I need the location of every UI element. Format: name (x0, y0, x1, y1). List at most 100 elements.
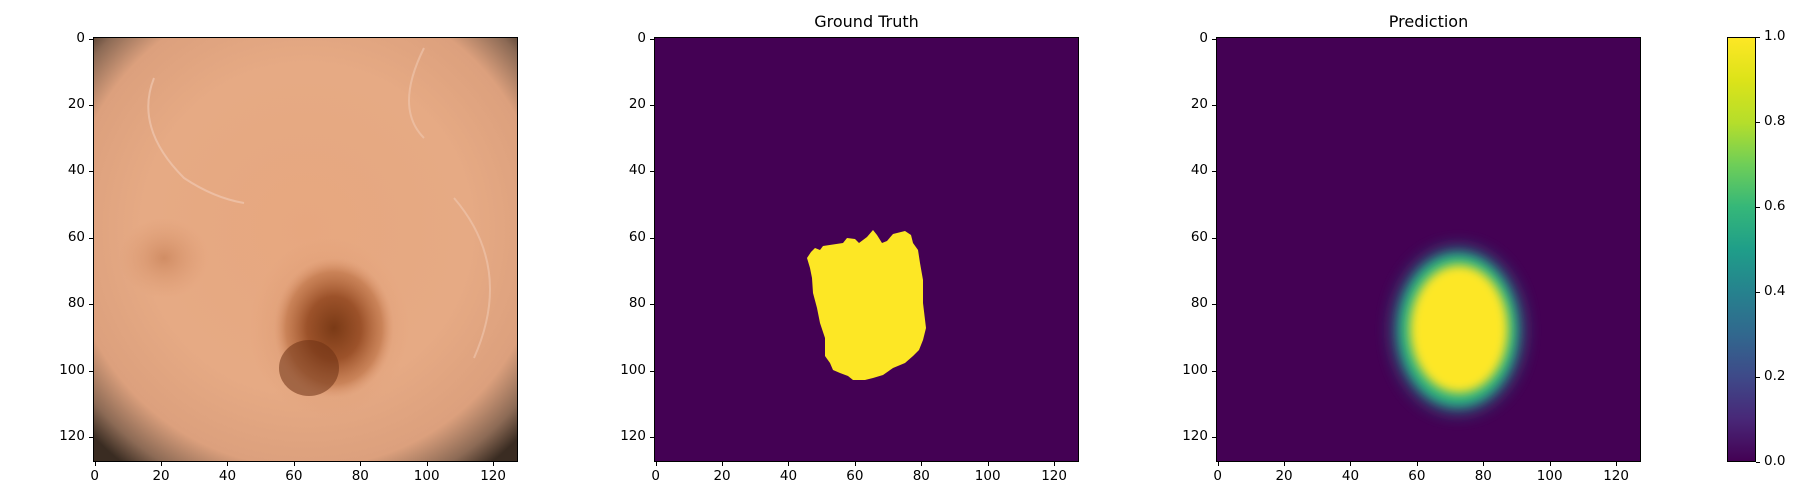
y-tick-mark (650, 171, 654, 173)
ground-truth-mask (807, 230, 926, 380)
x-tick-mark (161, 462, 163, 466)
x-tick-mark (1284, 462, 1286, 466)
colorbar (1727, 37, 1756, 462)
colorbar-tick-label: 1.0 (1764, 28, 1786, 44)
x-tick-label: 0 (90, 468, 99, 484)
x-tick-label: 100 (413, 468, 440, 484)
y-tick-label: 60 (628, 228, 646, 245)
y-tick-mark (89, 38, 93, 40)
y-tick-label: 100 (620, 361, 646, 378)
dermoscopy-image-panel (93, 37, 518, 462)
y-tick-label: 80 (628, 295, 646, 312)
y-tick-mark (1212, 370, 1216, 372)
prediction-title: Prediction (1388, 12, 1469, 31)
y-tick-label: 120 (59, 428, 85, 445)
x-tick-label: 40 (779, 468, 798, 484)
y-tick-mark (89, 370, 93, 372)
x-tick-mark (426, 462, 428, 466)
dermoscopy-image (94, 38, 517, 461)
colorbar-tick-mark (1756, 377, 1760, 378)
ground-truth-lesion-region (807, 230, 926, 380)
y-tick-label: 60 (1190, 228, 1208, 245)
x-tick-mark (1350, 462, 1352, 466)
x-tick-mark (722, 462, 724, 466)
x-tick-mark (493, 462, 495, 466)
x-tick-label: 80 (1474, 468, 1492, 484)
x-tick-label: 40 (1341, 468, 1360, 484)
colorbar-tick-mark (1756, 462, 1760, 463)
x-tick-mark (1054, 462, 1056, 466)
y-tick-mark (89, 171, 93, 173)
y-tick-label: 100 (1182, 361, 1208, 378)
y-tick-mark (89, 105, 93, 107)
x-tick-mark (1217, 462, 1219, 466)
x-tick-label: 120 (1041, 468, 1067, 484)
x-tick-mark (360, 462, 362, 466)
colorbar-tick-mark (1756, 292, 1760, 293)
colorbar-tick-label: 0.6 (1764, 198, 1786, 214)
x-tick-mark (1549, 462, 1551, 466)
colorbar-tick-mark (1756, 37, 1760, 38)
colorbar-tick-label: 0.4 (1764, 283, 1786, 299)
y-tick-mark (650, 38, 654, 40)
y-tick-mark (89, 304, 93, 306)
y-tick-mark (650, 370, 654, 372)
x-tick-mark (227, 462, 229, 466)
y-tick-label: 120 (1182, 428, 1208, 445)
y-tick-mark (650, 105, 654, 107)
x-tick-mark (1483, 462, 1485, 466)
y-tick-label: 20 (67, 96, 85, 113)
y-tick-mark (1212, 304, 1216, 306)
y-tick-mark (1212, 38, 1216, 40)
x-tick-label: 80 (351, 468, 369, 484)
x-tick-mark (854, 462, 856, 466)
x-tick-label: 0 (651, 468, 660, 484)
x-tick-mark (987, 462, 989, 466)
colorbar-tick-mark (1756, 122, 1760, 123)
prediction-map-panel (1216, 37, 1641, 462)
x-tick-mark (1416, 462, 1418, 466)
y-tick-label: 40 (628, 162, 646, 179)
y-tick-label: 40 (67, 162, 85, 179)
ground-truth-title: Ground Truth (814, 12, 919, 31)
y-tick-label: 20 (628, 96, 646, 113)
y-tick-label: 100 (59, 361, 85, 378)
prediction-map (1394, 249, 1522, 411)
x-tick-label: 100 (1536, 468, 1563, 484)
y-tick-label: 80 (67, 295, 85, 312)
y-tick-mark (89, 237, 93, 239)
x-tick-mark (1616, 462, 1618, 466)
x-tick-label: 120 (480, 468, 506, 484)
x-tick-mark (921, 462, 923, 466)
x-tick-label: 80 (912, 468, 930, 484)
colorbar-tick-label: 0.0 (1764, 453, 1786, 469)
y-tick-label: 0 (637, 29, 646, 46)
y-tick-mark (1212, 237, 1216, 239)
x-tick-mark (655, 462, 657, 466)
colorbar-tick-label: 0.2 (1764, 368, 1786, 384)
colorbar-tick-mark (1756, 207, 1760, 208)
x-tick-label: 60 (846, 468, 864, 484)
x-tick-label: 40 (218, 468, 237, 484)
y-tick-label: 120 (620, 428, 646, 445)
y-tick-mark (650, 304, 654, 306)
x-tick-label: 20 (152, 468, 170, 484)
x-tick-label: 60 (285, 468, 303, 484)
x-tick-mark (788, 462, 790, 466)
x-tick-label: 20 (1275, 468, 1293, 484)
y-tick-mark (1212, 105, 1216, 107)
colorbar-tick-label: 0.8 (1764, 113, 1786, 129)
y-tick-label: 20 (1190, 96, 1208, 113)
y-tick-label: 80 (1190, 295, 1208, 312)
y-tick-mark (650, 237, 654, 239)
y-tick-mark (650, 437, 654, 439)
y-tick-mark (1212, 437, 1216, 439)
y-tick-label: 60 (67, 228, 85, 245)
x-tick-label: 100 (974, 468, 1001, 484)
y-tick-mark (1212, 171, 1216, 173)
y-tick-label: 0 (1199, 29, 1208, 46)
x-tick-label: 20 (713, 468, 731, 484)
y-tick-label: 40 (1190, 162, 1208, 179)
x-tick-mark (293, 462, 295, 466)
x-tick-mark (94, 462, 96, 466)
